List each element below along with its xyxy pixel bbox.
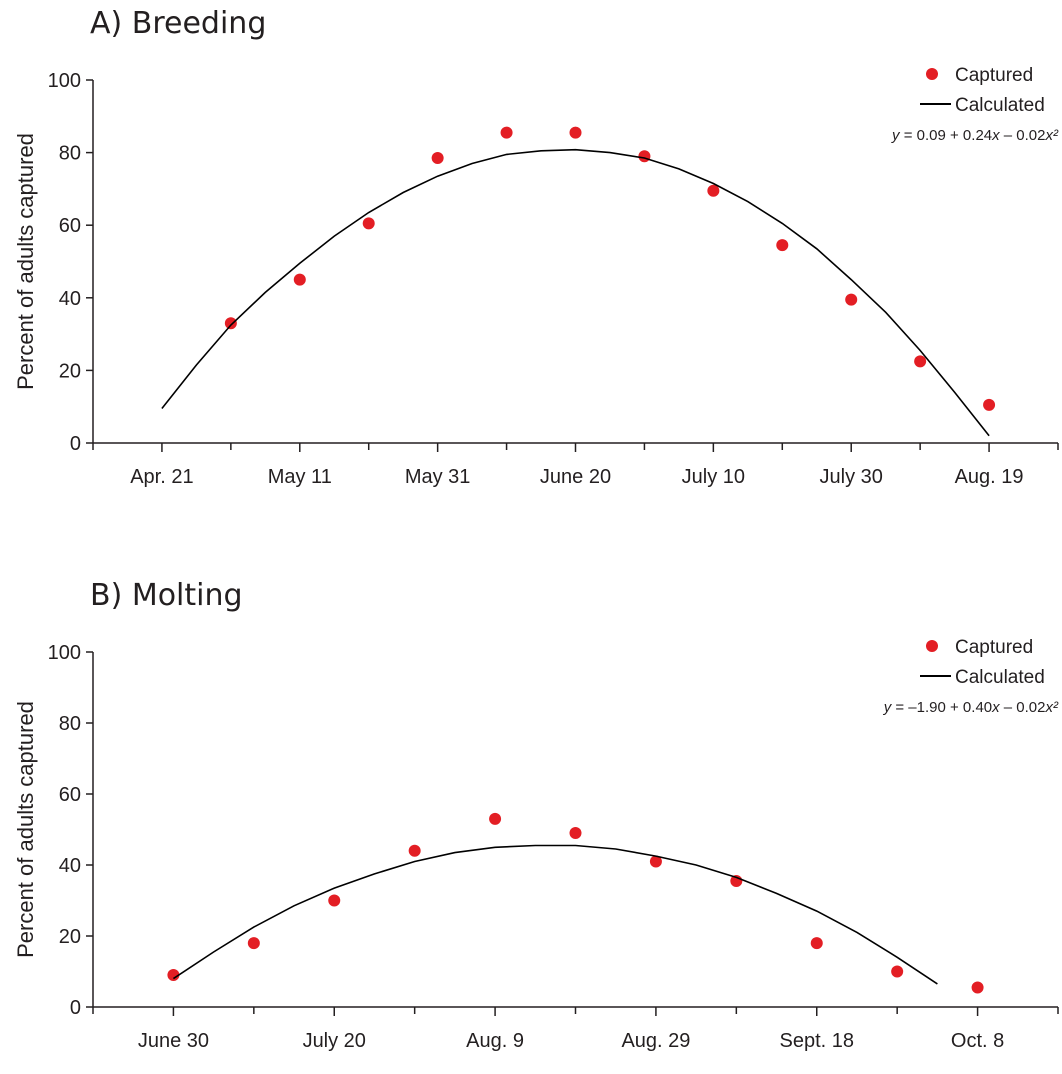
- equation-part: y: [891, 127, 901, 144]
- y-tick-label: 60: [59, 215, 81, 237]
- equation-part: x: [991, 127, 1000, 144]
- y-tick-label: 80: [59, 713, 81, 735]
- x-tick-label: July 10: [682, 466, 745, 488]
- legend-label-calculated: Calculated: [955, 667, 1045, 688]
- molting-chart: 0 20 40 60 80 100 June 30 July 20 Aug. 9 Aug. 29 S…: [13, 637, 1059, 1052]
- x-tick-label: Aug. 19: [955, 466, 1024, 488]
- breeding-chart: 0 20 40 60 80 100 Apr. 21 May 11 May 31 June 20 Ju…: [13, 65, 1059, 488]
- captured-point: [891, 965, 904, 978]
- y-tick-label: 20: [59, 360, 81, 382]
- x-tick-label: Sept. 18: [779, 1030, 854, 1052]
- y-axis-label: Percent of adults captured: [13, 701, 38, 958]
- breeding-panel-title: A) Breeding: [90, 6, 267, 41]
- x-tick-label: Oct. 8: [951, 1030, 1004, 1052]
- x-tick-label: June 20: [540, 466, 611, 488]
- captured-point: [328, 894, 341, 907]
- molting-panel-title: B) Molting: [90, 578, 243, 613]
- legend-marker-captured: [926, 640, 938, 652]
- y-tick-label: 20: [59, 926, 81, 948]
- y-tick-label: 100: [48, 70, 81, 92]
- y-axis-label: Percent of adults captured: [13, 133, 38, 390]
- captured-point: [408, 844, 421, 857]
- x-tick-label: Aug. 9: [466, 1030, 524, 1052]
- calculated-curve: [172, 844, 938, 985]
- captured-point: [431, 152, 444, 165]
- captured-point: [224, 317, 237, 330]
- x-tick-label: June 30: [138, 1030, 209, 1052]
- captured-point: [649, 855, 662, 868]
- breeding-panel: A) Breeding 0 20 40 60 80 100 Apr. 21 May 11 May…: [0, 0, 1062, 530]
- equation-part: x: [991, 699, 1000, 716]
- captured-point: [845, 293, 858, 306]
- equation-part: = –1.90 + 0.40: [891, 699, 992, 716]
- x-tick-label: May 31: [405, 466, 471, 488]
- legend-marker-captured: [926, 68, 938, 80]
- captured-point: [293, 273, 306, 286]
- molting-panel: B) Molting 0 20 40 60 80 100 June 30 July 20 Aug…: [0, 572, 1062, 1074]
- equation-part: – 0.02: [1000, 699, 1046, 716]
- legend-label-captured: Captured: [955, 65, 1033, 86]
- x-tick-label: Apr. 21: [130, 466, 193, 488]
- captured-point: [914, 355, 927, 368]
- equation-part: – 0.02: [1000, 127, 1046, 144]
- y-tick-label: 100: [48, 642, 81, 664]
- captured-point: [569, 126, 582, 139]
- captured-point: [776, 239, 789, 252]
- captured-point: [638, 150, 651, 163]
- captured-point: [983, 398, 996, 411]
- captured-point: [569, 827, 582, 840]
- regression-equation: y = –1.90 + 0.40x – 0.02x²: [883, 699, 1059, 716]
- equation-part: x²: [1045, 127, 1060, 144]
- legend-label-captured: Captured: [955, 637, 1033, 658]
- calculated-curve: [161, 148, 990, 437]
- regression-equation: y = 0.09 + 0.24x – 0.02x²: [891, 127, 1059, 144]
- x-tick-label: July 20: [303, 1030, 366, 1052]
- legend-label-calculated: Calculated: [955, 95, 1045, 116]
- captured-point: [247, 937, 260, 950]
- captured-point: [167, 969, 180, 982]
- y-tick-label: 80: [59, 143, 81, 165]
- equation-part: x²: [1045, 699, 1060, 716]
- equation-part: = 0.09 + 0.24: [900, 127, 993, 144]
- captured-point: [500, 126, 513, 139]
- captured-point: [707, 184, 720, 197]
- x-tick-label: July 30: [820, 466, 883, 488]
- x-tick-label: May 11: [268, 466, 332, 488]
- captured-point: [810, 937, 823, 950]
- equation-part: y: [883, 699, 893, 716]
- y-tick-label: 0: [70, 433, 81, 455]
- y-tick-label: 40: [59, 855, 81, 877]
- y-tick-label: 40: [59, 288, 81, 310]
- captured-point: [362, 217, 375, 230]
- x-tick-label: Aug. 29: [621, 1030, 690, 1052]
- y-tick-label: 60: [59, 784, 81, 806]
- y-tick-label: 0: [70, 997, 81, 1019]
- captured-point: [971, 981, 984, 994]
- captured-point: [489, 812, 502, 825]
